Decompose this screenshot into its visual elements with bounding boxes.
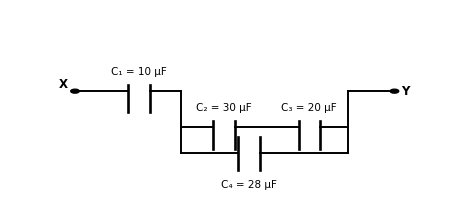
Text: Y: Y: [402, 85, 410, 98]
Text: C₃ = 20 μF: C₃ = 20 μF: [282, 103, 337, 113]
Circle shape: [71, 89, 79, 93]
Text: C₁ = 10 μF: C₁ = 10 μF: [111, 67, 167, 76]
Text: C₄ = 28 μF: C₄ = 28 μF: [221, 180, 277, 190]
Circle shape: [390, 89, 399, 93]
Text: X: X: [59, 78, 68, 91]
Text: C₂ = 30 μF: C₂ = 30 μF: [196, 103, 252, 113]
